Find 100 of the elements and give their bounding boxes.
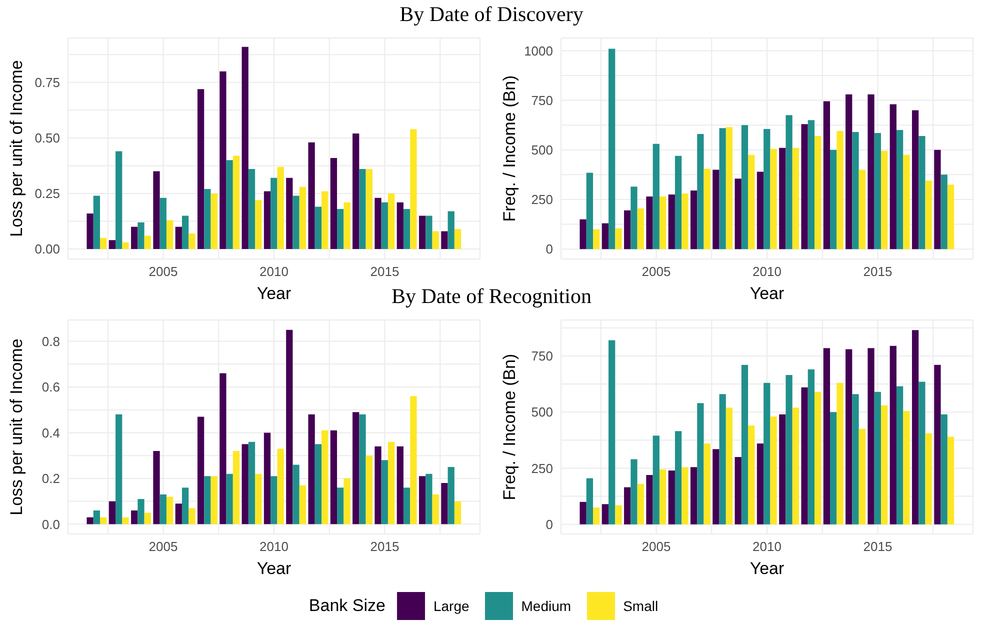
x-tick-label: 2015: [863, 264, 892, 280]
bar: [808, 369, 815, 524]
bar: [779, 148, 786, 250]
y-tick-label: 250: [531, 192, 553, 208]
bar: [704, 444, 710, 524]
x-tick-label: 2010: [752, 539, 782, 554]
bar: [100, 238, 107, 250]
bar: [880, 405, 888, 524]
bar: [93, 510, 100, 524]
bar: [270, 178, 278, 250]
bar: [248, 169, 256, 250]
bar: [210, 193, 218, 250]
bar: [903, 410, 910, 524]
bar: [630, 186, 638, 250]
bar: [175, 226, 182, 250]
bar: [947, 184, 954, 250]
y-tick-label: 0.75: [34, 75, 60, 90]
bar: [682, 467, 688, 524]
x-axis-title: Year: [750, 284, 785, 303]
bar: [270, 476, 278, 524]
bar: [116, 414, 122, 524]
bar: [337, 488, 344, 524]
bar: [726, 127, 733, 250]
bar: [138, 499, 144, 524]
bar: [86, 517, 94, 524]
bar: [940, 174, 948, 250]
bar: [410, 129, 417, 250]
bar: [441, 483, 448, 524]
bar: [366, 456, 372, 524]
x-tick-label: 2005: [148, 264, 178, 280]
bar: [344, 202, 350, 250]
bar: [846, 349, 852, 524]
bar: [748, 154, 755, 250]
x-tick-label: 2005: [642, 539, 671, 554]
bar: [704, 168, 710, 250]
bar: [586, 172, 594, 250]
bar: [160, 494, 166, 524]
bar: [204, 476, 211, 524]
bar: [448, 211, 454, 250]
bar: [374, 198, 382, 250]
bar: [602, 223, 609, 250]
bar: [166, 496, 174, 524]
bar: [801, 387, 808, 524]
bar: [153, 451, 160, 524]
bar: [624, 210, 631, 250]
bar: [637, 484, 644, 524]
bar: [277, 448, 284, 524]
bar: [836, 382, 844, 524]
bar: [403, 209, 410, 250]
x-tick-label: 2015: [370, 539, 400, 554]
chart-title: By Date of Discovery: [398, 2, 584, 27]
bar: [131, 226, 138, 250]
bar: [697, 134, 704, 250]
y-tick-label: 0.25: [34, 186, 60, 202]
bar: [580, 502, 586, 524]
bar: [615, 228, 622, 250]
bar: [138, 222, 144, 250]
bar: [226, 474, 233, 524]
bar: [814, 136, 822, 250]
bar: [580, 219, 586, 250]
bar: [286, 178, 293, 250]
y-tick-label: 0.2: [42, 471, 60, 486]
bar: [925, 180, 932, 250]
bar: [322, 191, 328, 250]
bar: [242, 46, 248, 250]
bar: [734, 178, 742, 250]
bar: [756, 444, 764, 524]
bar: [668, 470, 675, 524]
bar: [292, 464, 300, 524]
bar: [381, 460, 388, 524]
bar: [697, 403, 704, 524]
bar: [432, 494, 439, 524]
bar: [630, 459, 638, 524]
bar: [912, 110, 919, 250]
bar: [403, 488, 410, 524]
bar: [322, 430, 328, 524]
bar: [299, 485, 306, 524]
bar: [255, 474, 262, 524]
bar: [352, 412, 360, 524]
y-axis-title: Loss per unit of Income: [7, 338, 26, 516]
y-axis-title: Freq. / Income (Bn): [500, 75, 520, 222]
bar: [792, 148, 800, 250]
bar: [880, 150, 888, 250]
bar: [448, 467, 454, 524]
bar: [726, 408, 733, 524]
x-axis-title: Year: [256, 284, 292, 303]
bar: [652, 436, 660, 524]
bar: [366, 169, 372, 250]
y-tick-label: 1000: [524, 43, 553, 58]
bar: [624, 487, 631, 524]
x-tick-label: 2005: [148, 539, 178, 554]
bar: [814, 392, 822, 524]
bar: [330, 158, 338, 250]
bar: [388, 193, 395, 250]
bar: [188, 508, 196, 524]
bar: [756, 172, 764, 250]
bar: [314, 444, 322, 524]
bar: [337, 209, 344, 250]
bar: [868, 348, 874, 524]
bar: [144, 236, 151, 250]
